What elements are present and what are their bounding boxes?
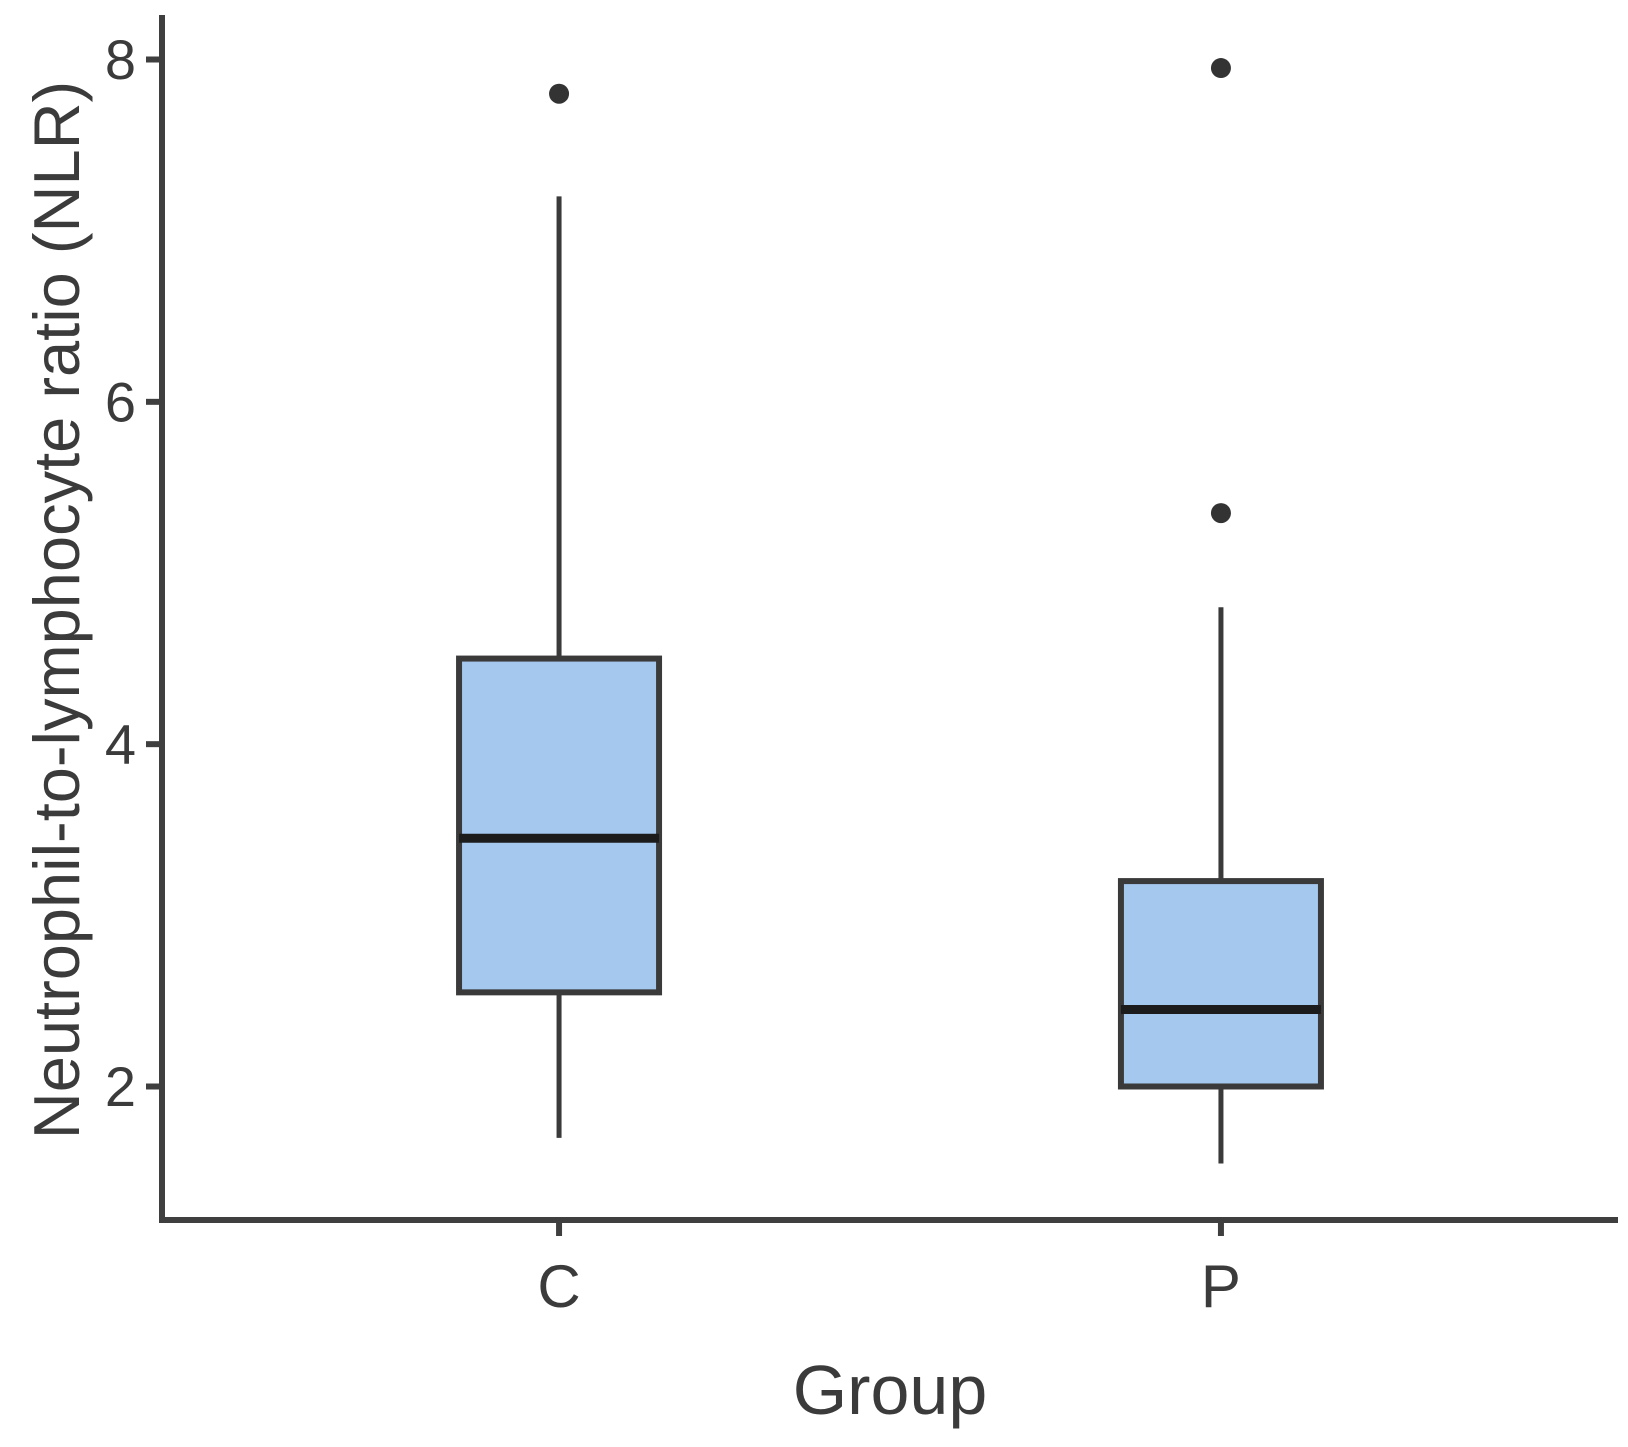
outlier-point xyxy=(1210,503,1231,524)
outlier-point xyxy=(1210,58,1231,79)
y-tick-label: 8 xyxy=(105,28,136,91)
y-tick-label: 6 xyxy=(105,370,136,433)
x-axis-title: Group xyxy=(792,1351,988,1429)
x-tick-label: P xyxy=(1201,1253,1241,1320)
x-tick-label: C xyxy=(537,1253,580,1320)
y-tick-label: 2 xyxy=(105,1055,136,1118)
outlier-point xyxy=(549,83,570,104)
y-tick-label: 4 xyxy=(105,713,136,776)
iqr-box xyxy=(456,655,663,996)
y-axis-title: Neutrophil-to-lymphocyte ratio (NLR) xyxy=(20,80,93,1140)
iqr-box xyxy=(1117,878,1324,1090)
